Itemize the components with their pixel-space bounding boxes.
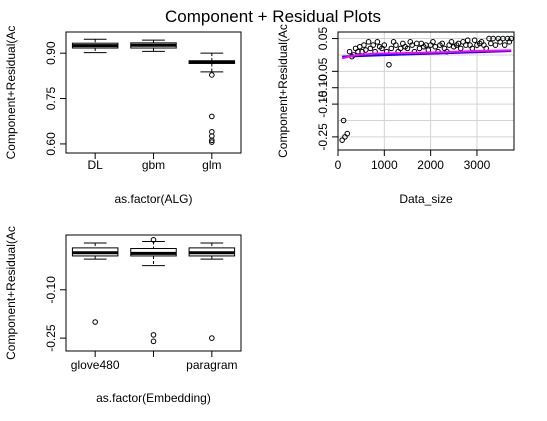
- y-tick-label: -0.15: [316, 90, 330, 118]
- x-tick-label: paragram: [186, 358, 237, 372]
- data-point: [448, 39, 455, 45]
- x-tick-label: 1000: [371, 158, 398, 172]
- data-point: [346, 48, 353, 55]
- x-tick-label: glm: [202, 158, 221, 172]
- plot-frame: [337, 31, 515, 151]
- data-point: [397, 45, 404, 52]
- data-point: [432, 43, 439, 50]
- x-tick-label: DL: [87, 158, 103, 172]
- data-point: [339, 137, 345, 143]
- y-axis-label: Component+Residual(Ac: [4, 226, 18, 360]
- embedding-boxplot-panel: as.factor(Embedding) Component+Residual(A…: [4, 226, 242, 405]
- data-point: [464, 37, 471, 43]
- y-tick-label: 0.60: [44, 132, 58, 156]
- data-point: [474, 42, 480, 48]
- y-axis-label: Component+Residual(Ac: [4, 26, 18, 160]
- y-tick-label: -0.10: [316, 74, 330, 102]
- outlier-point: [150, 338, 157, 345]
- data-point: [501, 42, 508, 48]
- residual-smooth-line: [341, 49, 512, 60]
- data-point: [344, 130, 351, 137]
- outlier-point: [209, 137, 215, 144]
- outlier-point: [209, 113, 215, 120]
- y-axis-label: Component+Residual(Ac: [276, 24, 290, 158]
- x-tick-label: gbm: [142, 158, 165, 172]
- y-tick-label: 0.75: [44, 87, 58, 111]
- y-tick-label: -0.10: [44, 276, 58, 304]
- x-tick-label: 0: [335, 158, 342, 172]
- data-point: [404, 45, 411, 52]
- figure-title: Component + Residual Plots: [165, 7, 381, 26]
- data-point: [367, 45, 374, 52]
- data-point: [370, 42, 377, 48]
- alg-boxplot-panel: as.factor(ALG) Component+Residual(Ac 0.60 0…: [4, 26, 242, 206]
- component-line: [342, 50, 512, 58]
- data-point: [457, 45, 464, 52]
- data-point: [386, 61, 392, 68]
- data-point: [492, 42, 499, 48]
- x-tick-label: 3000: [464, 158, 491, 172]
- data-point: [455, 40, 462, 47]
- data-point: [471, 37, 478, 43]
- data-point: [430, 39, 436, 45]
- data-point: [361, 42, 367, 48]
- y-tick-label: -0.05: [316, 57, 330, 85]
- outlier-point: [209, 335, 215, 341]
- data-point: [497, 39, 503, 45]
- data-point: [469, 45, 476, 52]
- data-point: [413, 40, 420, 47]
- x-axis-label: Data_size: [399, 192, 453, 206]
- data-point: [365, 39, 372, 45]
- data-point: [393, 42, 399, 48]
- outlier-point: [209, 139, 215, 145]
- outlier-point: [209, 72, 215, 78]
- data-point: [508, 35, 515, 42]
- data-point: [460, 39, 466, 45]
- x-axis-label: as.factor(ALG): [114, 192, 192, 206]
- data-point: [340, 117, 347, 124]
- y-tick-label: 0.90: [44, 41, 58, 65]
- x-tick-label: 2000: [417, 158, 444, 172]
- outlier-point: [150, 237, 157, 243]
- y-tick-label: -0.25: [44, 324, 58, 352]
- data-point: [488, 40, 494, 47]
- data-size-scatter-panel: Data_size Component+Residual(Ac -0.25 -0.15…: [276, 24, 515, 206]
- data-point: [439, 40, 446, 47]
- data-point: [450, 43, 457, 50]
- y-tick-label: 0.05: [316, 27, 330, 51]
- data-point: [388, 45, 395, 52]
- data-point: [409, 42, 415, 48]
- data-point: [374, 39, 381, 45]
- y-tick-label: -0.25: [316, 123, 330, 151]
- outlier-point: [92, 319, 98, 325]
- x-tick-label: glove480: [71, 358, 120, 372]
- data-point: [381, 42, 388, 48]
- outlier-point: [150, 332, 157, 338]
- data-point: [362, 47, 369, 53]
- x-axis-label: as.factor(Embedding): [96, 391, 211, 405]
